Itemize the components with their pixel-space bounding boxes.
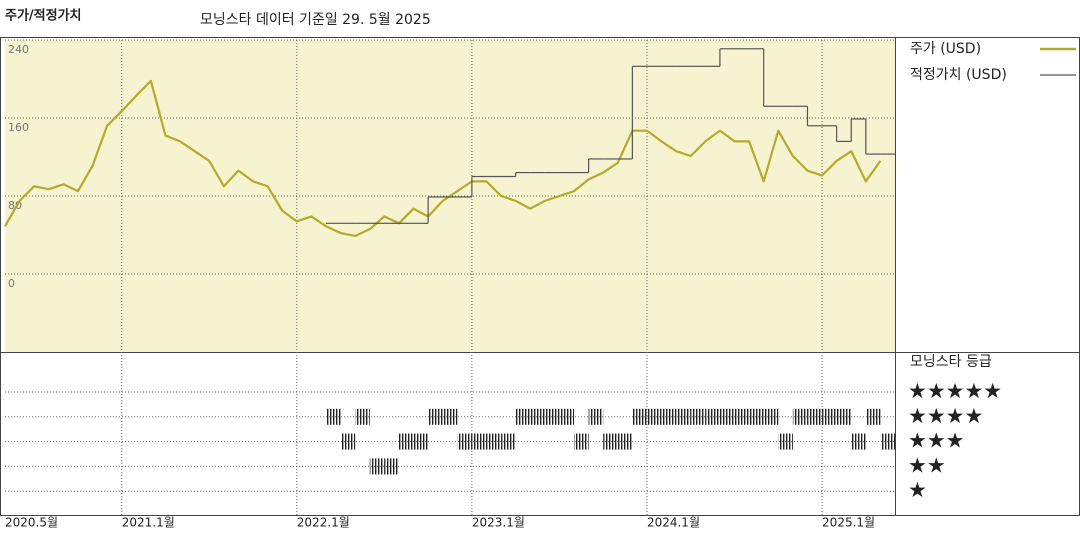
rating-bar [457, 433, 472, 450]
rating-bar [603, 433, 618, 450]
rating-bar [574, 433, 589, 450]
rating-bar [515, 408, 531, 425]
rating-bar [836, 408, 852, 425]
rating-label: ★★ [908, 453, 946, 477]
rating-bar [398, 433, 414, 450]
rating-bar [705, 408, 720, 425]
y-tick-label: 160 [8, 121, 29, 134]
rating-bar [340, 433, 356, 450]
rating-bar [734, 408, 750, 425]
rating-bar [428, 408, 443, 425]
rating-bar [646, 408, 662, 425]
rating-bar [486, 433, 502, 450]
legend-label: 적정가치 (USD) [910, 67, 1007, 83]
rating-label: ★★★ [908, 429, 964, 453]
rating-bar [530, 408, 545, 425]
rating-bar [778, 433, 793, 450]
rating-bar [442, 408, 458, 425]
rating-bar [559, 408, 575, 425]
rating-bar [749, 408, 764, 425]
x-tick-label: 2023.1월 [472, 516, 525, 530]
rating-bar [851, 433, 866, 450]
rating-bar [384, 458, 399, 475]
x-tick-label: 2022.1월 [297, 516, 350, 530]
legend-label: 주가 (USD) [910, 41, 981, 57]
rating-bar [807, 408, 823, 425]
rating-bar [880, 433, 895, 450]
rating-bar [661, 408, 677, 425]
rating-bar [822, 408, 837, 425]
rating-bar [865, 408, 881, 425]
y-tick-label: 0 [8, 277, 15, 290]
rating-bar [719, 408, 735, 425]
rating-bar [355, 408, 370, 425]
x-tick-label: 2021.1월 [122, 516, 175, 530]
rating-label: ★★★★★ [908, 379, 1002, 403]
rating-label: ★★★★ [908, 404, 983, 428]
rating-bar [632, 408, 647, 425]
chart-title: 주가/적정가치 [5, 8, 82, 24]
rating-label: ★ [908, 478, 927, 502]
rating-bar [690, 408, 706, 425]
rating-bar [471, 433, 487, 450]
rating-bar [413, 433, 429, 450]
rating-bar [617, 433, 633, 450]
rating-bar [792, 408, 808, 425]
rating-bar [676, 408, 691, 425]
x-tick-label: 2024.1월 [647, 516, 700, 530]
rating-bar [369, 458, 385, 475]
rating-bar [763, 408, 779, 425]
chart-subtitle: 모닝스타 데이터 기준일 29. 5월 2025 [200, 12, 431, 28]
rating-bar [588, 408, 604, 425]
rating-bar [501, 433, 516, 450]
rating-title: 모닝스타 등급 [910, 354, 992, 370]
y-tick-label: 240 [8, 43, 29, 56]
x-tick-label: 2025.1월 [822, 516, 875, 530]
x-tick-label: 2020.5월 [5, 516, 58, 530]
rating-bar [544, 408, 560, 425]
price-line [4, 79, 882, 238]
rating-bar [325, 408, 341, 425]
